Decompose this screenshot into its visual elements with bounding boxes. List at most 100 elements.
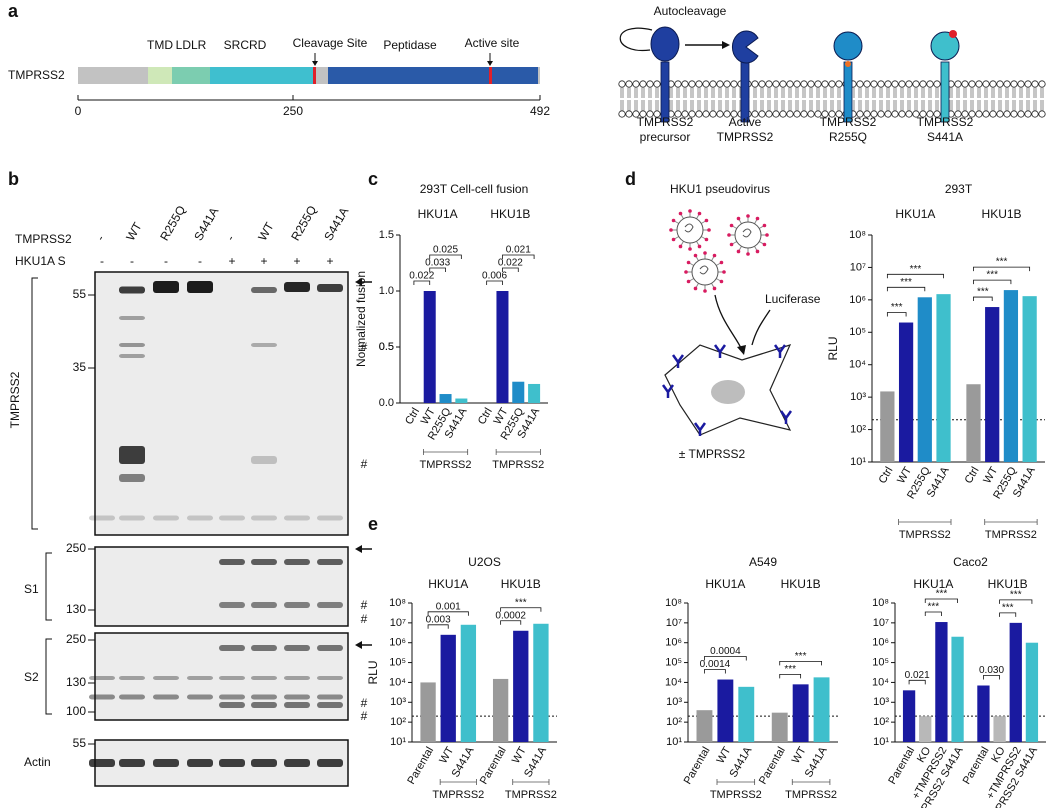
significance-bracket — [924, 611, 942, 617]
lipid-tail — [795, 87, 799, 111]
significance-bracket — [973, 266, 1031, 272]
arrow-head — [722, 41, 730, 49]
lipid-tail — [823, 87, 827, 111]
lipid-head — [618, 110, 626, 118]
blot-label: S1 — [24, 582, 39, 596]
lipid-tail — [963, 87, 967, 111]
y-tick-label: 10⁷ — [873, 617, 889, 629]
lipid-head — [723, 80, 731, 88]
band — [153, 676, 179, 680]
lipid-tail — [858, 87, 862, 111]
receptor — [693, 422, 707, 436]
spike-tip — [697, 211, 702, 216]
lane-sign: + — [228, 254, 235, 268]
band — [317, 515, 343, 521]
lipid-head — [1003, 110, 1011, 118]
band — [187, 515, 213, 521]
group-bracket — [791, 779, 831, 785]
spike-tip — [669, 228, 673, 232]
significance-bracket — [779, 660, 822, 666]
lipid-tail — [669, 87, 673, 111]
group-bracket — [422, 449, 469, 455]
lipid-head — [877, 80, 885, 88]
bar — [492, 678, 509, 742]
significance-label: 0.001 — [436, 601, 461, 612]
cartoon-label: Luciferase — [765, 292, 821, 306]
entry-arrow — [714, 294, 743, 351]
group-bracket — [984, 519, 1038, 525]
spike-tip — [719, 279, 724, 284]
band — [251, 602, 277, 608]
lipid-tail — [648, 87, 652, 111]
domain — [148, 67, 172, 84]
group-bracket-label: TMPRSS2 — [420, 459, 472, 471]
panel-letter: c — [368, 169, 378, 189]
x-tick-label: S441A — [803, 744, 830, 779]
hash-mark: # — [361, 457, 368, 471]
significance-bracket — [486, 280, 503, 285]
bar — [455, 398, 468, 403]
genome — [742, 228, 752, 238]
lipid-head — [772, 110, 780, 118]
y-tick-label: 10⁴ — [665, 676, 682, 688]
bar — [936, 294, 951, 462]
significance-bracket — [924, 598, 958, 604]
lipid-head — [905, 110, 913, 118]
genome — [699, 265, 709, 275]
band — [89, 694, 115, 700]
axis-label: 492 — [530, 104, 550, 118]
significance-label: 0.021 — [506, 245, 531, 256]
spike-tip — [755, 249, 760, 254]
spike-tip — [671, 237, 676, 242]
lipid-head — [1038, 110, 1046, 118]
bar — [919, 716, 932, 742]
lipid-tail — [816, 87, 820, 111]
domain-label: Peptidase — [383, 38, 437, 52]
mw-marker: 100 — [66, 704, 86, 718]
lane-label: WT — [255, 219, 277, 243]
lipid-head — [1024, 80, 1032, 88]
genome — [684, 223, 694, 233]
band — [251, 694, 277, 700]
chart-title: A549 — [749, 555, 777, 569]
spike-tip — [684, 270, 688, 274]
significance-label: *** — [927, 602, 939, 613]
lipid-head — [674, 110, 682, 118]
significance-bracket — [427, 624, 449, 629]
gene-label: TMPRSS2 — [8, 68, 65, 82]
y-tick-label: 10² — [390, 716, 406, 728]
lane-label: R255Q — [157, 203, 188, 243]
bar — [993, 716, 1006, 742]
lipid-head — [954, 80, 962, 88]
lipid-head — [695, 80, 703, 88]
band — [187, 694, 213, 700]
lane-label: R255Q — [288, 203, 319, 243]
axis-label: 0 — [75, 104, 82, 118]
band — [187, 676, 213, 680]
band — [317, 559, 343, 565]
lipid-head — [625, 110, 633, 118]
lipid-tail — [956, 87, 960, 111]
lipid-tail — [697, 87, 701, 111]
bar — [528, 383, 541, 403]
lipid-tail — [921, 87, 925, 111]
significance-bracket — [886, 273, 944, 279]
lipid-head — [856, 110, 864, 118]
significance-bracket — [704, 669, 726, 674]
chart-title: 293T — [945, 182, 973, 196]
lipid-tail — [830, 87, 834, 111]
form-label: TMPRSS2 — [820, 115, 877, 129]
protein-head — [650, 26, 680, 62]
group-label: HKU1A — [418, 207, 458, 221]
form-label: TMPRSS2 — [637, 115, 694, 129]
significance-bracket — [973, 296, 993, 302]
spike-tip — [693, 253, 698, 258]
significance-label: *** — [996, 257, 1008, 268]
lipid-head — [919, 110, 927, 118]
bar — [917, 297, 932, 462]
lipid-head — [646, 80, 654, 88]
lipid-head — [856, 80, 864, 88]
lipid-head — [877, 110, 885, 118]
y-tick-label: 10⁶ — [665, 637, 682, 649]
lipid-head — [688, 80, 696, 88]
